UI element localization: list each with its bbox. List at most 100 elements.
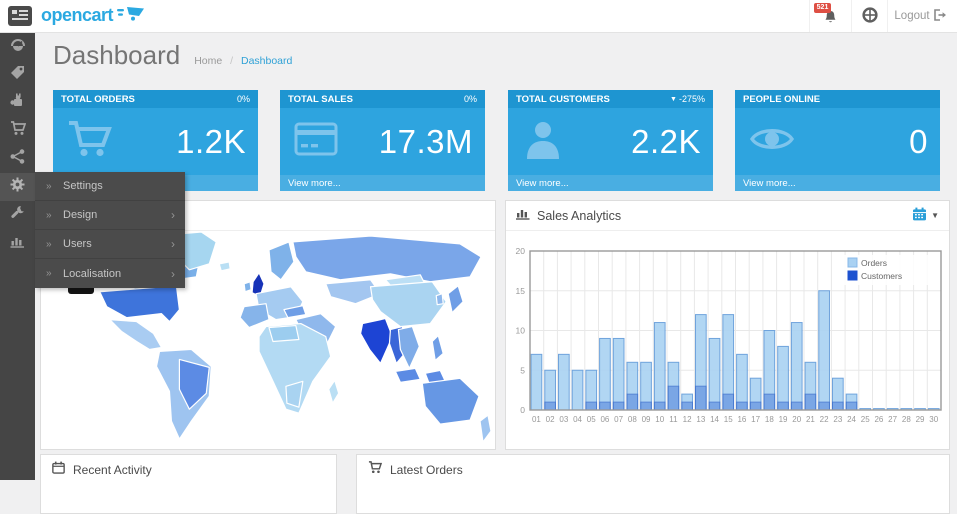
opencart-logo[interactable]: opencart <box>41 5 145 26</box>
chevron-right-icon: › <box>171 208 175 222</box>
date-range-button[interactable]: ▼ <box>912 207 939 224</box>
svg-text:0: 0 <box>520 405 525 415</box>
view-more-link[interactable]: View more... <box>516 177 569 189</box>
alerts-button[interactable]: 521 <box>809 0 851 32</box>
cart-logo-icon <box>113 5 145 26</box>
tile-label: TOTAL SALES <box>288 93 353 105</box>
bell-icon <box>823 10 838 28</box>
tile-value: 17.3M <box>378 122 473 160</box>
logout-button[interactable]: Logout <box>887 0 957 32</box>
chevron-right-icon: › <box>171 237 175 251</box>
svg-text:13: 13 <box>696 415 705 424</box>
tile-label: PEOPLE ONLINE <box>743 93 821 105</box>
svg-text:06: 06 <box>600 415 609 424</box>
marketing-share-icon <box>10 149 25 169</box>
svg-text:10: 10 <box>655 415 664 424</box>
svg-text:15: 15 <box>724 415 733 424</box>
submenu-item-design[interactable]: » Design › <box>35 201 185 230</box>
menu-toggle-icon <box>8 10 32 22</box>
recent-activity-panel: Recent Activity <box>40 454 337 514</box>
bar-chart-icon <box>516 207 530 225</box>
tile-percent: 0% <box>236 94 250 104</box>
svg-text:10: 10 <box>516 326 526 336</box>
sales-analytics-title: Sales Analytics <box>537 208 622 223</box>
tile-percent: ▼ -275% <box>670 94 705 104</box>
svg-text:16: 16 <box>737 415 746 424</box>
submenu-item-settings[interactable]: » Settings <box>35 172 185 201</box>
world-map-panel-header <box>41 201 495 231</box>
breadcrumb-home[interactable]: Home <box>194 55 223 67</box>
caret-down-icon: ▼ <box>670 95 677 103</box>
tile-people-online: PEOPLE ONLINE 0 View more... <box>735 90 940 191</box>
svg-text:22: 22 <box>820 415 829 424</box>
tile-total-customers: TOTAL CUSTOMERS ▼ -275% 2.2K View more..… <box>508 90 713 191</box>
svg-text:02: 02 <box>546 415 555 424</box>
catalog-tag-icon <box>10 65 25 85</box>
shopping-cart-icon <box>368 461 383 479</box>
svg-text:11: 11 <box>669 415 678 424</box>
system-submenu: » Settings » Design › » Users › » Locali… <box>35 172 185 288</box>
reports-chart-icon <box>10 234 25 253</box>
sidebar-item-system[interactable] <box>0 173 35 201</box>
svg-text:01: 01 <box>532 415 541 424</box>
view-more-link[interactable]: View more... <box>288 177 341 189</box>
breadcrumb-current[interactable]: Dashboard <box>240 55 293 67</box>
submenu-item-localisation[interactable]: » Localisation › <box>46 266 175 281</box>
latest-orders-title: Latest Orders <box>390 463 463 477</box>
sidebar-nav <box>0 33 35 480</box>
svg-text:19: 19 <box>779 415 788 424</box>
tile-percent: 0% <box>463 94 477 104</box>
calendar-icon <box>52 461 65 479</box>
breadcrumb-separator: / <box>230 55 234 67</box>
store-front-button[interactable] <box>851 0 887 32</box>
svg-text:20: 20 <box>792 415 801 424</box>
svg-text:25: 25 <box>861 415 870 424</box>
svg-text:14: 14 <box>710 415 719 424</box>
svg-text:04: 04 <box>573 415 582 424</box>
caret-down-icon: ▼ <box>931 211 939 220</box>
sidebar-item-marketing[interactable] <box>0 145 35 173</box>
sidebar-item-extensions[interactable] <box>0 89 35 117</box>
notification-badge: 521 <box>814 3 831 13</box>
recent-activity-title: Recent Activity <box>73 463 152 477</box>
svg-text:09: 09 <box>642 415 651 424</box>
svg-text:5: 5 <box>520 365 525 375</box>
svg-text:17: 17 <box>751 415 760 424</box>
sales-analytics-header: Sales Analytics ▼ <box>506 201 949 231</box>
svg-text:24: 24 <box>847 415 856 424</box>
svg-text:23: 23 <box>833 415 842 424</box>
svg-text:03: 03 <box>559 415 568 424</box>
sidebar-item-sales[interactable] <box>0 117 35 145</box>
svg-text:18: 18 <box>765 415 774 424</box>
page-title: Dashboard <box>53 40 181 70</box>
tile-total-sales: TOTAL SALES 0% 17.3M View more... <box>280 90 485 191</box>
sidebar-item-reports[interactable] <box>0 229 35 257</box>
system-gear-icon <box>10 177 25 197</box>
tile-value: 1.2K <box>176 122 246 160</box>
svg-text:Customers: Customers <box>861 271 902 281</box>
logout-label: Logout <box>894 10 930 22</box>
submenu-item-users[interactable]: » Users › <box>35 230 185 259</box>
double-chevron-icon: » <box>46 268 52 279</box>
tile-label: TOTAL ORDERS <box>61 93 135 105</box>
sidebar-item-catalog[interactable] <box>0 61 35 89</box>
menu-toggle-button[interactable] <box>8 6 32 26</box>
svg-text:27: 27 <box>888 415 897 424</box>
svg-text:07: 07 <box>614 415 623 424</box>
sign-out-icon <box>933 8 947 24</box>
eye-icon <box>749 123 795 160</box>
credit-card-icon <box>294 122 338 161</box>
globe-icon <box>861 6 878 26</box>
svg-text:30: 30 <box>929 415 938 424</box>
breadcrumb: Home / Dashboard <box>194 55 292 67</box>
latest-orders-panel: Latest Orders <box>356 454 950 514</box>
double-chevron-icon: » <box>46 180 52 192</box>
sidebar-item-tools[interactable] <box>0 201 35 229</box>
calendar-icon <box>912 207 927 224</box>
svg-text:Orders: Orders <box>861 258 887 268</box>
view-more-link[interactable]: View more... <box>743 177 796 189</box>
tile-label: TOTAL CUSTOMERS <box>516 93 610 105</box>
sales-analytics-panel: Sales Analytics ▼ 0 5 10 15 20 01 02 03 04 05 06 07… <box>505 200 950 450</box>
sidebar-item-dashboard[interactable] <box>0 33 35 61</box>
